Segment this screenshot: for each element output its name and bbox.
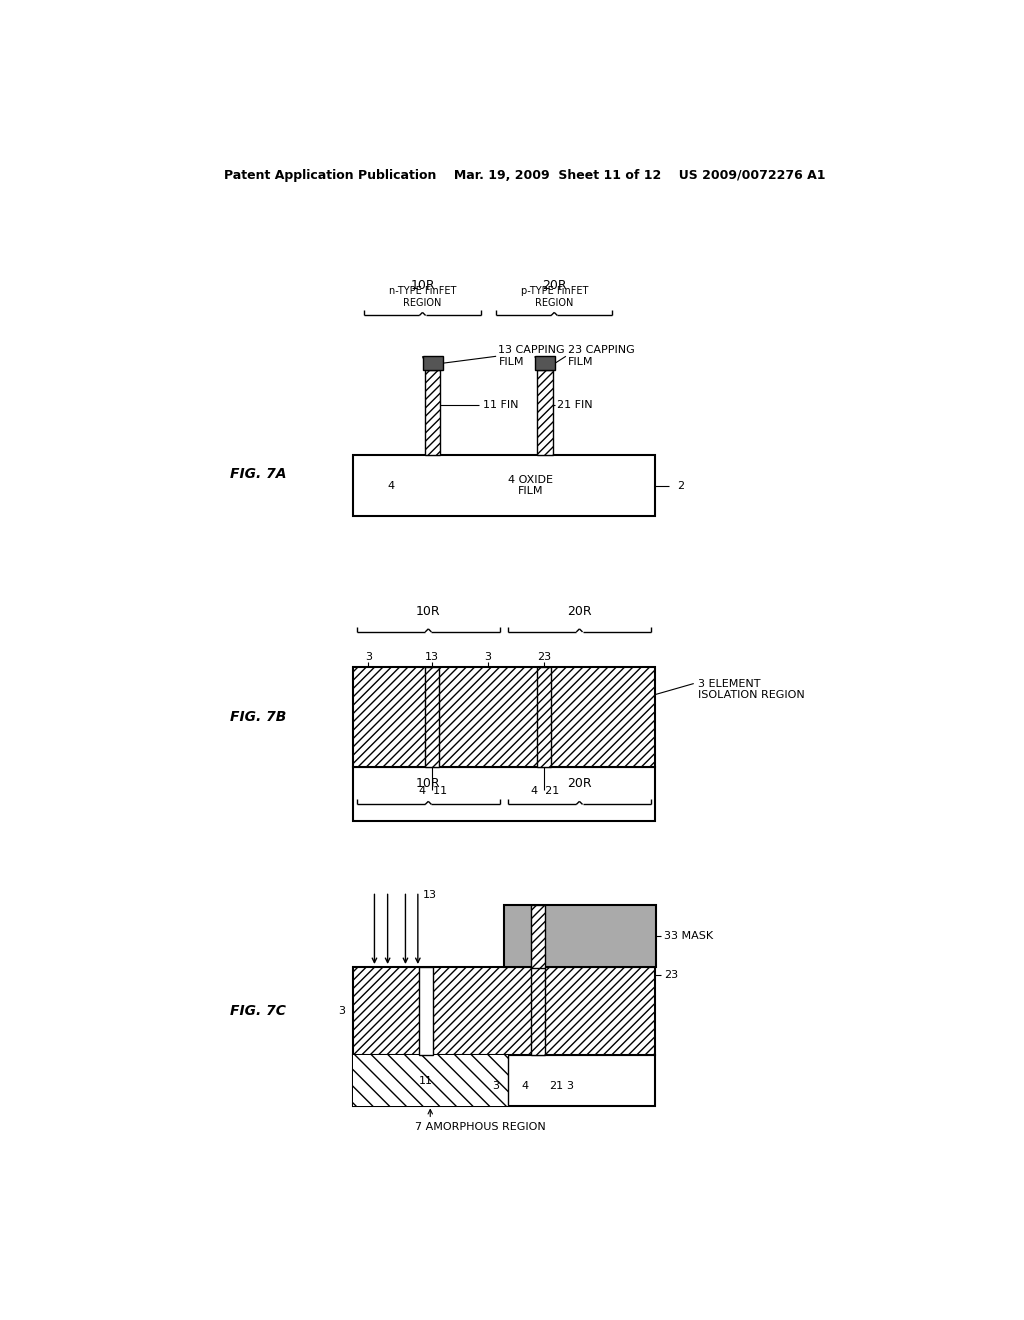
Bar: [425, 667, 438, 767]
Text: 23 CAPPING
FILM: 23 CAPPING FILM: [568, 346, 635, 367]
Text: n-TYPE FinFET
REGION: n-TYPE FinFET REGION: [389, 286, 456, 308]
Text: 11: 11: [419, 1076, 432, 1086]
Bar: [535, 356, 555, 370]
Text: 10R: 10R: [411, 279, 435, 292]
Text: 13: 13: [425, 652, 439, 663]
Text: p-TYPE FinFET
REGION: p-TYPE FinFET REGION: [520, 286, 588, 308]
Text: 4: 4: [388, 480, 395, 491]
Text: FIG. 7A: FIG. 7A: [230, 467, 287, 480]
Text: 3 ELEMENT
ISOLATION REGION: 3 ELEMENT ISOLATION REGION: [697, 678, 805, 701]
Bar: [352, 455, 655, 516]
Text: 21 FIN: 21 FIN: [557, 400, 592, 409]
Text: 3: 3: [493, 1081, 500, 1092]
Text: 11 FIN: 11 FIN: [483, 400, 518, 409]
Text: 20R: 20R: [566, 777, 592, 791]
Text: 3: 3: [566, 1081, 573, 1092]
Text: 10R: 10R: [416, 777, 440, 791]
Bar: [531, 906, 545, 969]
Bar: [352, 968, 655, 1056]
Bar: [504, 906, 655, 966]
Bar: [538, 667, 551, 767]
Text: 23: 23: [665, 970, 679, 979]
Bar: [352, 667, 655, 767]
Text: 13 CAPPING
FILM: 13 CAPPING FILM: [499, 346, 565, 367]
Text: 3: 3: [484, 652, 492, 663]
Bar: [352, 1056, 508, 1106]
Bar: [352, 767, 655, 821]
Bar: [538, 370, 553, 455]
Text: 7 AMORPHOUS REGION: 7 AMORPHOUS REGION: [416, 1122, 546, 1133]
Bar: [352, 1056, 655, 1106]
Text: FIG. 7B: FIG. 7B: [230, 710, 287, 723]
Text: 20R: 20R: [566, 605, 592, 618]
Bar: [425, 370, 440, 455]
Text: 20R: 20R: [542, 279, 566, 292]
Text: 21: 21: [549, 1081, 563, 1092]
Text: 2: 2: [677, 480, 684, 491]
Text: 3: 3: [338, 1006, 345, 1016]
Text: Patent Application Publication    Mar. 19, 2009  Sheet 11 of 12    US 2009/00722: Patent Application Publication Mar. 19, …: [224, 169, 825, 182]
Text: 13: 13: [423, 890, 436, 900]
Text: 10R: 10R: [416, 605, 440, 618]
Text: 4: 4: [521, 1081, 528, 1092]
Text: 4 OXIDE
FILM: 4 OXIDE FILM: [509, 475, 554, 496]
Bar: [423, 356, 442, 370]
Text: 4  11: 4 11: [419, 787, 446, 796]
Bar: [531, 968, 545, 1056]
Bar: [419, 968, 432, 1056]
Text: 33 MASK: 33 MASK: [665, 931, 714, 941]
Text: 3: 3: [365, 652, 372, 663]
Text: 4  21: 4 21: [531, 787, 559, 796]
Text: FIG. 7C: FIG. 7C: [230, 1005, 286, 1018]
Text: 23: 23: [538, 652, 551, 663]
